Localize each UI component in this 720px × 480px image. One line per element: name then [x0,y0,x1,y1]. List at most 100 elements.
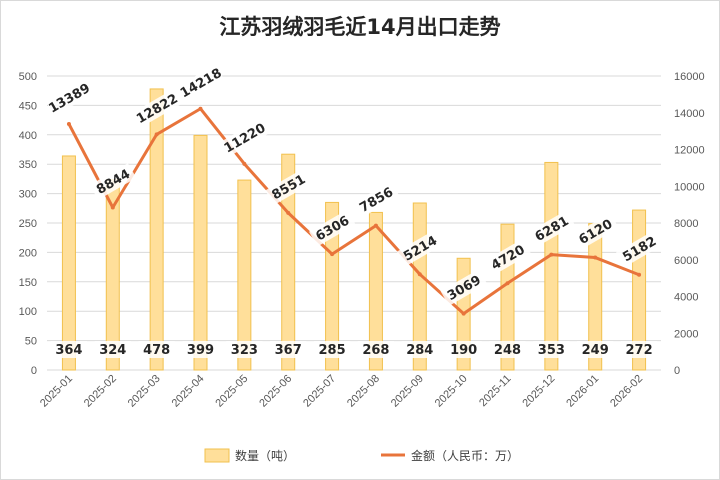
line-value-label-group: 14218 [177,64,225,101]
x-axis-tick-label: 2025-03 [126,373,163,410]
bar-label-box [270,341,307,358]
line-label-box [177,64,225,102]
right-axis-tick-label: 12000 [674,145,705,157]
line-label-box [221,119,268,157]
line-point [637,272,642,277]
line-label-box [89,163,137,200]
bar-label-box [357,341,394,358]
x-axis-tick-label: 2025-01 [38,373,75,410]
bar-value-label: 324 [99,343,126,358]
bar-value-label: 478 [143,343,170,358]
right-axis-tick-label: 8000 [674,218,698,230]
right-axis-tick-label: 10000 [674,181,705,193]
legend-bar-swatch [204,448,230,463]
line-point [417,272,422,277]
bar [544,161,559,371]
bar-label-box [445,341,482,358]
line-point [110,205,115,210]
right-axis-tick-label: 0 [674,365,680,377]
bar-value-label: 285 [319,343,346,358]
bar [149,88,164,371]
left-axis-tick-label: 250 [19,218,37,230]
bar-label-box [50,341,87,358]
bar-value-label: 284 [406,343,433,358]
line-value-label-group: 13389 [45,79,93,117]
bar-label-box [138,341,175,358]
x-axis-tick-label: 2025-06 [257,373,294,410]
line-label-box [572,213,619,250]
line-label-box [440,269,488,306]
chart-title: 江苏羽绒羽毛近14月出口走势 [219,15,501,39]
left-axis-tick-label: 300 [19,189,37,201]
bar-value-label: 353 [538,343,565,358]
line-label-box [45,79,93,117]
line-point [154,132,159,137]
bar-label-box [489,341,526,358]
x-axis-tick-label: 2025-11 [477,373,513,409]
right-axis-tick-label: 4000 [674,292,698,304]
line-value-label: 14218 [178,66,225,102]
bar-label-box [621,341,658,358]
left-axis-tick-label: 50 [25,336,37,348]
line-point [330,252,335,257]
line-label-box [133,90,181,127]
right-axis-tick-label: 2000 [674,328,698,340]
bar-value-label: 272 [626,343,653,358]
bar-label-box [94,341,131,358]
line-point [593,255,598,260]
x-axis-tick-label: 2026-02 [608,373,645,410]
right-axis-tick-label: 16000 [674,71,705,83]
line-value-label: 11220 [222,121,269,157]
bar-label-box [314,341,351,358]
line-label-box [396,229,444,267]
bar [368,211,383,371]
bar [237,179,252,371]
left-axis-tick-label: 500 [19,71,37,83]
legend-line-label: 金额（人民币：万） [411,448,519,463]
left-axis-tick-label: 0 [31,365,37,377]
line-label-box [484,238,532,276]
bar [325,201,340,371]
line-label-box [265,168,312,206]
right-axis-tick-label: 14000 [674,108,705,120]
bar-label-box [182,341,219,358]
line-point [373,223,378,228]
line-label-box [352,181,400,218]
left-axis-tick-label: 100 [19,306,37,318]
x-axis-tick-label: 2025-12 [520,373,557,410]
line-point [286,210,291,215]
x-axis-tick-label: 2025-10 [433,373,470,410]
bar [193,134,208,371]
x-axis-tick-label: 2025-02 [82,373,119,410]
bar-value-label: 268 [362,343,389,358]
legend-bar-label: 数量（吨） [235,448,295,463]
bar-value-label: 364 [55,343,82,358]
line-point [242,161,247,166]
line-point [549,252,554,257]
bar [61,155,76,371]
left-axis-tick-label: 400 [19,130,37,142]
line-value-label-group: 11220 [221,119,269,157]
line-value-label: 13389 [46,81,93,117]
right-axis-tick-label: 6000 [674,255,698,267]
bar-label-box [226,341,263,358]
line-label-box [528,210,575,247]
left-axis-tick-label: 450 [19,100,37,112]
bar-label-box [533,341,570,358]
amount-line [67,107,641,316]
bar-value-label: 248 [494,343,521,358]
bar-value-label: 249 [582,343,609,358]
x-axis-tick-label: 2025-08 [345,373,382,410]
left-axis-tick-label: 150 [19,277,37,289]
bar-value-label: 399 [187,343,214,358]
x-axis-tick-label: 2025-09 [389,373,426,410]
bar-value-label: 323 [231,343,258,358]
line-point [66,121,71,126]
line-point [505,281,510,286]
line-label-box [309,209,356,247]
bar-value-label: 367 [275,343,302,358]
x-axis-tick-label: 2025-05 [213,373,250,410]
line-point [198,106,203,111]
